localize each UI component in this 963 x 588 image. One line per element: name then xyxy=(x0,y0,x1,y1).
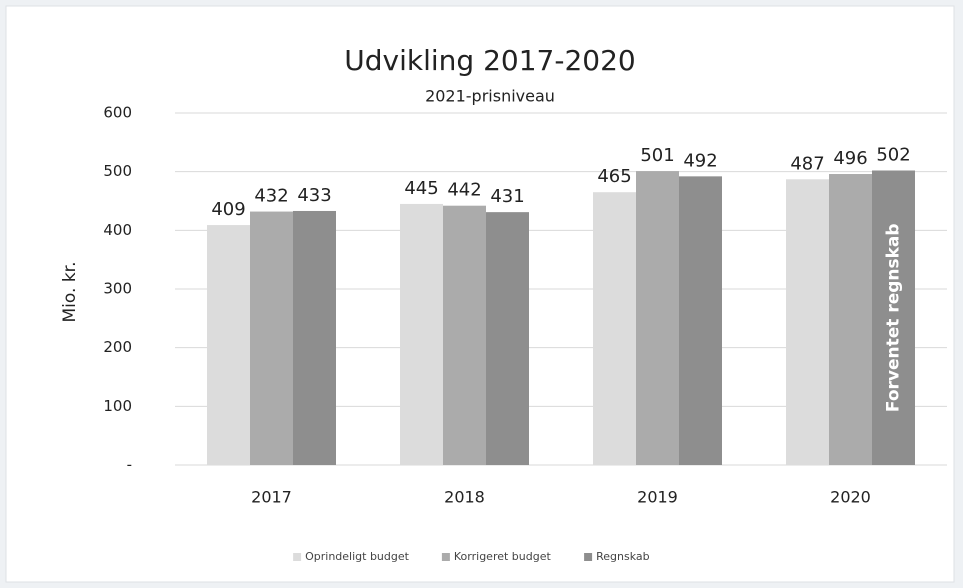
bar xyxy=(293,210,336,465)
x-tick-label: 2018 xyxy=(444,488,485,507)
value-label: 487 xyxy=(790,153,824,174)
legend-swatch xyxy=(441,553,450,561)
x-tick-label: 2019 xyxy=(637,488,678,507)
bar xyxy=(207,225,250,465)
value-label: 465 xyxy=(597,166,631,187)
value-label: 442 xyxy=(447,180,481,201)
value-label: 433 xyxy=(297,185,331,206)
value-label: 492 xyxy=(683,150,717,171)
bar xyxy=(593,192,636,465)
bar xyxy=(250,211,293,465)
bar xyxy=(636,171,679,465)
annotation: Forventet regnskab xyxy=(884,223,904,412)
value-label: 496 xyxy=(833,148,867,169)
y-tick-label: 200 xyxy=(103,338,132,356)
legend-label: Oprindeligt budget xyxy=(305,550,410,563)
y-tick-label: 400 xyxy=(103,221,132,239)
value-label: 409 xyxy=(211,199,245,220)
bar xyxy=(443,205,486,465)
value-label: 431 xyxy=(490,186,524,207)
y-tick-label: - xyxy=(127,456,132,474)
value-label: 502 xyxy=(876,144,910,165)
chart-subtitle: 2021-prisniveau xyxy=(425,87,555,106)
bar xyxy=(872,170,915,465)
legend-swatch xyxy=(584,553,593,561)
legend-label: Korrigeret budget xyxy=(454,550,552,563)
value-label: 445 xyxy=(404,178,438,199)
legend-swatch xyxy=(293,553,302,561)
chart-title: Udvikling 2017-2020 xyxy=(344,44,635,77)
value-label: 432 xyxy=(254,186,288,207)
x-tick-label: 2017 xyxy=(251,488,292,507)
x-tick-label: 2020 xyxy=(830,488,871,507)
y-tick-label: 100 xyxy=(103,397,132,415)
bar xyxy=(679,176,722,466)
y-tick-label: 300 xyxy=(103,280,132,298)
y-tick-label: 600 xyxy=(103,104,132,122)
y-tick-label: 500 xyxy=(103,162,132,180)
bar xyxy=(486,212,529,465)
legend-label: Regnskab xyxy=(596,550,650,563)
bar xyxy=(829,174,872,465)
value-label: 501 xyxy=(640,145,674,166)
bar xyxy=(786,179,829,465)
bar xyxy=(400,203,443,465)
y-axis-label: Mio. kr. xyxy=(60,262,80,323)
